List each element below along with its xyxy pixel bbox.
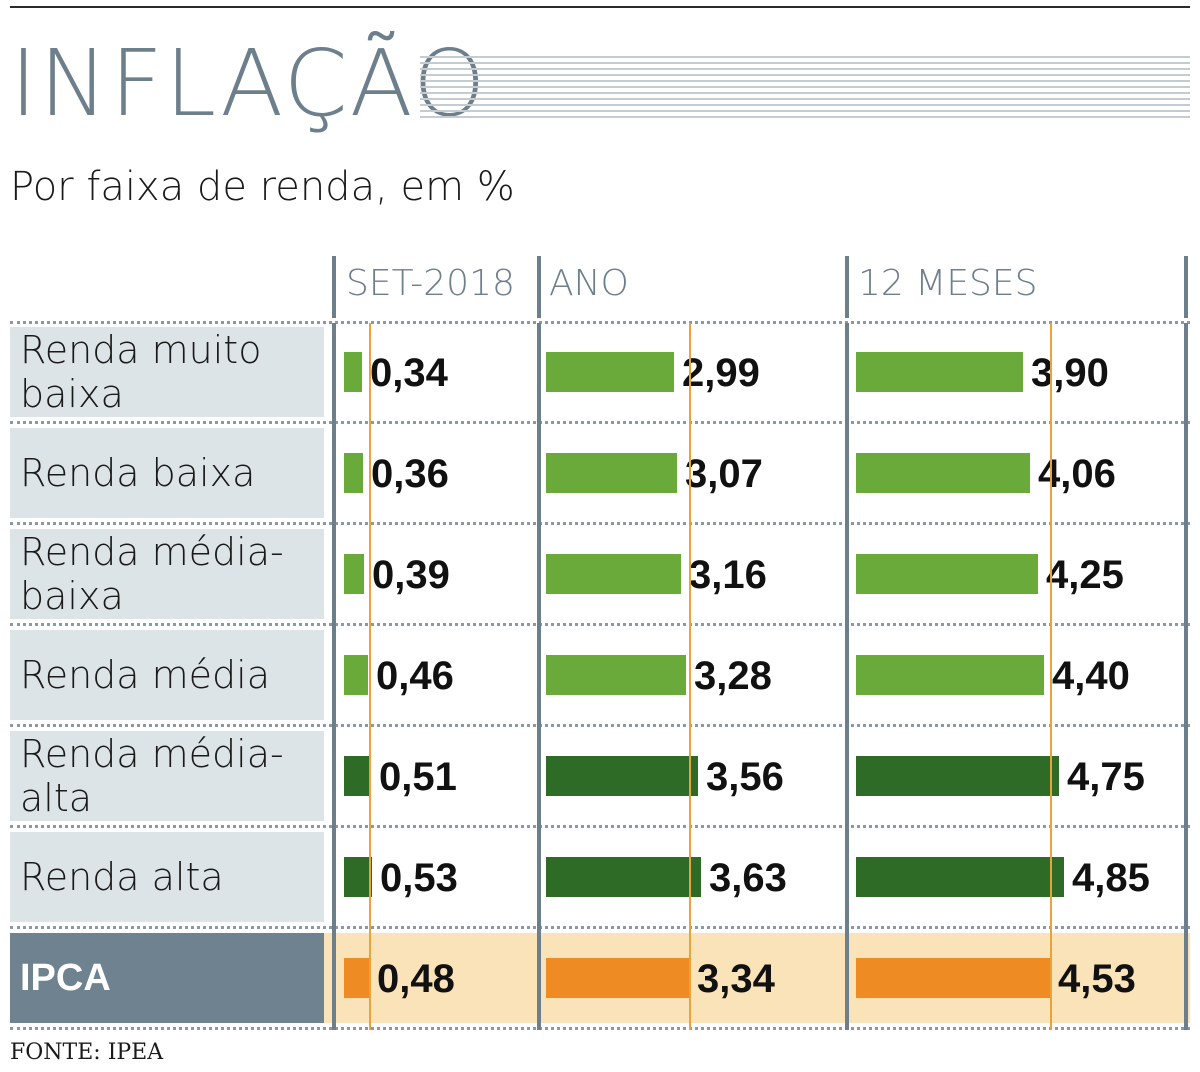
data-label: 0,53: [380, 856, 458, 900]
bar-ano: [546, 958, 689, 998]
data-label: 3,90: [1031, 351, 1109, 395]
data-label: 0,46: [376, 654, 454, 698]
row-divider: [10, 321, 1190, 324]
column-header-tick: [1184, 256, 1188, 318]
bar-12-meses: [856, 756, 1059, 796]
column-header: ANO: [549, 263, 629, 304]
row-label: Renda baixa: [10, 428, 324, 518]
bar-set-2018: [344, 655, 368, 695]
data-label: 3,07: [685, 452, 763, 496]
bar-set-2018: [344, 554, 364, 594]
data-label: 0,39: [372, 553, 450, 597]
column-separator: [845, 323, 849, 1030]
row-divider: [10, 926, 1190, 929]
data-label: 2,99: [682, 351, 760, 395]
ipca-reference-line: [369, 323, 371, 1030]
bar-set-2018: [344, 453, 363, 493]
column-header: 12 MESES: [858, 263, 1038, 304]
data-label: 0,36: [371, 452, 449, 496]
column-header-tick: [537, 256, 541, 318]
chart-subtitle: Por faixa de renda, em %: [10, 164, 515, 210]
bar-ano: [546, 453, 677, 493]
column-separator: [537, 323, 541, 1030]
row-divider: [10, 724, 1190, 727]
bar-12-meses: [856, 655, 1044, 695]
data-label: 3,56: [706, 755, 784, 799]
column-separator: [332, 323, 336, 1030]
bar-set-2018: [344, 756, 371, 796]
ipca-reference-line: [689, 323, 691, 1030]
row-divider: [10, 623, 1190, 626]
source-note: FONTE: IPEA: [10, 1040, 164, 1065]
bar-ano: [546, 655, 686, 695]
data-label: 4,75: [1067, 755, 1145, 799]
row-label: Renda alta: [10, 832, 324, 922]
chart-title: INFLAÇÃO: [10, 30, 488, 137]
row-divider: [10, 825, 1190, 828]
ipca-label: IPCA: [10, 933, 324, 1023]
row-divider: [10, 522, 1190, 525]
data-label: 4,85: [1072, 856, 1150, 900]
row-background: [324, 529, 1190, 619]
bar-set-2018: [344, 958, 369, 998]
data-label: 3,34: [697, 957, 775, 1001]
bar-ano: [546, 756, 698, 796]
row-divider: [10, 1027, 1190, 1030]
row-background: [324, 428, 1190, 518]
row-label: Renda muito baixa: [10, 327, 324, 417]
column-header-tick: [845, 256, 849, 318]
data-label: 4,53: [1058, 957, 1136, 1001]
data-label: 4,40: [1052, 654, 1130, 698]
bar-ano: [546, 554, 681, 594]
bar-ano: [546, 352, 674, 392]
top-rule: [10, 6, 1190, 8]
bar-12-meses: [856, 857, 1064, 897]
row-background: [324, 630, 1190, 720]
row-label: Renda média: [10, 630, 324, 720]
data-label: 3,28: [694, 654, 772, 698]
bar-12-meses: [856, 352, 1023, 392]
bar-12-meses: [856, 453, 1030, 493]
bar-12-meses: [856, 554, 1038, 594]
data-label: 3,16: [689, 553, 767, 597]
bar-set-2018: [344, 352, 362, 392]
data-label: 0,34: [370, 351, 448, 395]
title-decoration: [420, 56, 1190, 120]
bar-set-2018: [344, 857, 372, 897]
data-label: 3,63: [709, 856, 787, 900]
data-label: 4,25: [1046, 553, 1124, 597]
data-label: 0,51: [379, 755, 457, 799]
column-header: SET-2018: [346, 263, 515, 304]
bar-ano: [546, 857, 701, 897]
row-label: Renda média-baixa: [10, 529, 324, 619]
bar-12-meses: [856, 958, 1050, 998]
row-divider: [10, 421, 1190, 424]
column-header-tick: [332, 256, 336, 318]
row-label: Renda média-alta: [10, 731, 324, 821]
ipca-reference-line: [1050, 323, 1052, 1030]
column-separator: [1184, 323, 1188, 1030]
data-label: 0,48: [377, 957, 455, 1001]
row-background: [324, 327, 1190, 417]
